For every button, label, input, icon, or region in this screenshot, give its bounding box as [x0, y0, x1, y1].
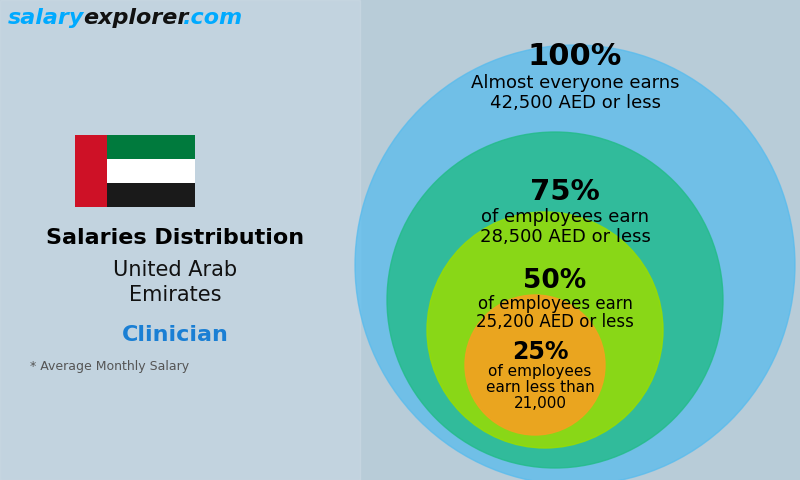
Text: 28,500 AED or less: 28,500 AED or less — [479, 228, 650, 246]
Bar — [107, 159, 195, 183]
Text: 100%: 100% — [528, 42, 622, 71]
Circle shape — [427, 212, 663, 448]
Circle shape — [465, 295, 605, 435]
Text: salary: salary — [8, 8, 84, 28]
Text: of employees: of employees — [488, 364, 592, 379]
Text: United Arab: United Arab — [113, 260, 237, 280]
Bar — [75, 135, 107, 207]
Circle shape — [387, 132, 723, 468]
Text: 75%: 75% — [530, 178, 600, 206]
Bar — [107, 135, 195, 159]
Bar — [107, 183, 195, 207]
Text: of employees earn: of employees earn — [478, 295, 633, 313]
Text: .com: .com — [183, 8, 243, 28]
Text: 50%: 50% — [523, 268, 586, 294]
Circle shape — [355, 45, 795, 480]
Text: 42,500 AED or less: 42,500 AED or less — [490, 94, 661, 112]
Text: Emirates: Emirates — [129, 285, 222, 305]
Text: 25%: 25% — [512, 340, 568, 364]
Bar — [0, 0, 360, 480]
Text: * Average Monthly Salary: * Average Monthly Salary — [30, 360, 189, 373]
Text: earn less than: earn less than — [486, 380, 594, 395]
Text: of employees earn: of employees earn — [481, 208, 649, 226]
Text: 21,000: 21,000 — [514, 396, 566, 411]
Text: Almost everyone earns: Almost everyone earns — [470, 74, 679, 92]
Text: Clinician: Clinician — [122, 325, 229, 345]
Text: Salaries Distribution: Salaries Distribution — [46, 228, 304, 248]
Text: explorer: explorer — [83, 8, 188, 28]
Text: 25,200 AED or less: 25,200 AED or less — [476, 313, 634, 331]
